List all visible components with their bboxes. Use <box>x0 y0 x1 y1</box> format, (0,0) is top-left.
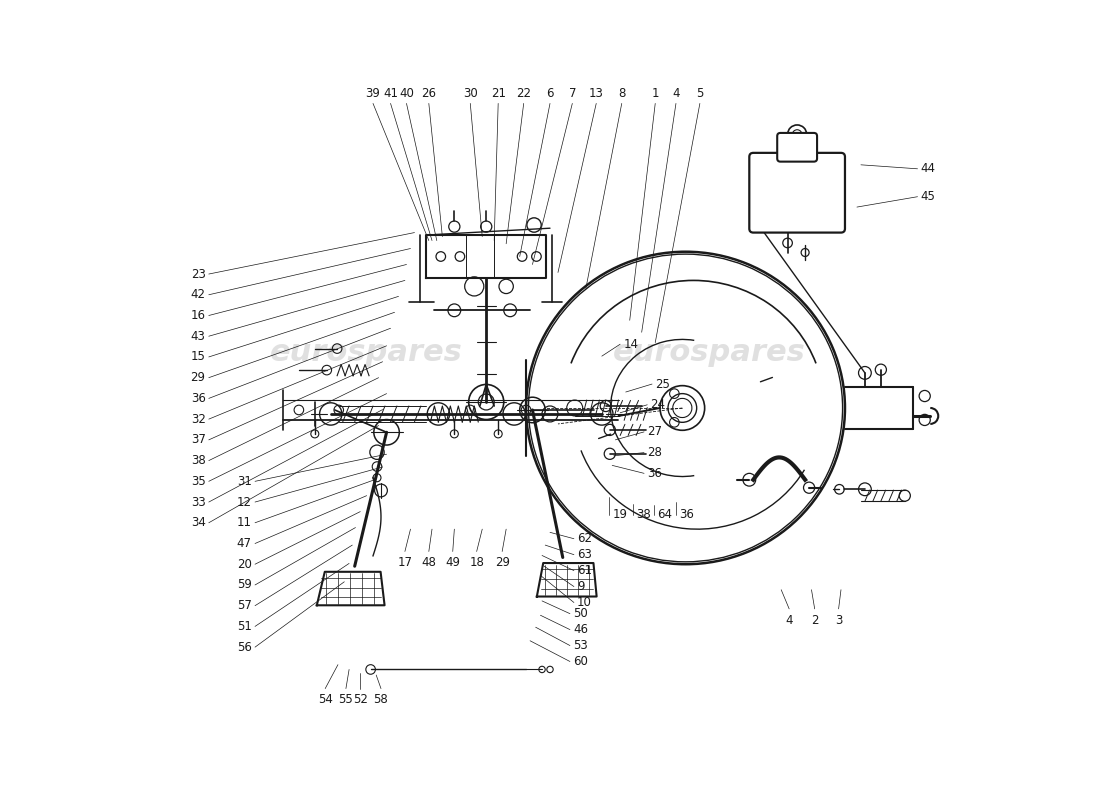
Text: 20: 20 <box>236 558 252 570</box>
Text: 54: 54 <box>318 694 332 706</box>
Text: 43: 43 <box>190 330 206 342</box>
Text: 9: 9 <box>578 580 584 593</box>
Text: 55: 55 <box>339 694 353 706</box>
Text: 58: 58 <box>374 694 388 706</box>
Text: 30: 30 <box>463 87 477 100</box>
Text: 52: 52 <box>353 694 367 706</box>
Text: 27: 27 <box>647 426 662 438</box>
Text: 51: 51 <box>236 620 252 633</box>
Text: 61: 61 <box>578 564 592 577</box>
Text: 6: 6 <box>547 87 553 100</box>
Text: 25: 25 <box>656 378 670 390</box>
Text: 12: 12 <box>236 495 252 509</box>
Text: 14: 14 <box>624 338 638 350</box>
Text: 36: 36 <box>679 508 694 522</box>
FancyBboxPatch shape <box>749 153 845 233</box>
Text: 40: 40 <box>399 87 414 100</box>
Text: 21: 21 <box>491 87 506 100</box>
Text: 7: 7 <box>569 87 576 100</box>
Text: 39: 39 <box>365 87 381 100</box>
Text: 1: 1 <box>651 87 659 100</box>
Text: 41: 41 <box>383 87 398 100</box>
Text: 63: 63 <box>578 548 592 561</box>
Text: 11: 11 <box>236 516 252 530</box>
Text: 15: 15 <box>190 350 206 363</box>
Text: 31: 31 <box>236 475 252 488</box>
Text: 28: 28 <box>647 446 662 459</box>
Text: 8: 8 <box>618 87 626 100</box>
Text: 46: 46 <box>573 623 588 636</box>
Text: 44: 44 <box>921 162 936 175</box>
FancyBboxPatch shape <box>778 133 817 162</box>
Text: 4: 4 <box>672 87 680 100</box>
Text: 13: 13 <box>588 87 604 100</box>
Text: 53: 53 <box>573 639 587 652</box>
Text: 37: 37 <box>190 434 206 446</box>
Text: 38: 38 <box>636 508 651 522</box>
Text: 32: 32 <box>190 413 206 426</box>
Text: 56: 56 <box>236 641 252 654</box>
Text: 2: 2 <box>811 614 818 626</box>
Text: 4: 4 <box>785 614 793 626</box>
Text: 36: 36 <box>647 467 662 480</box>
Text: 22: 22 <box>516 87 531 100</box>
Text: 24: 24 <box>650 398 666 411</box>
Text: 16: 16 <box>190 309 206 322</box>
Text: 47: 47 <box>236 537 252 550</box>
Text: 26: 26 <box>421 87 437 100</box>
Text: 33: 33 <box>191 495 206 509</box>
Text: 36: 36 <box>190 392 206 405</box>
Text: 23: 23 <box>190 267 206 281</box>
Text: 17: 17 <box>397 556 412 570</box>
Text: 5: 5 <box>696 87 704 100</box>
Text: 3: 3 <box>835 614 843 626</box>
Text: 57: 57 <box>236 599 252 612</box>
Text: 35: 35 <box>191 475 206 488</box>
Text: 49: 49 <box>446 556 460 570</box>
Text: 60: 60 <box>573 655 588 668</box>
Text: 48: 48 <box>421 556 437 570</box>
Text: 50: 50 <box>573 607 587 620</box>
Text: 62: 62 <box>578 532 592 546</box>
Text: 45: 45 <box>921 190 936 203</box>
Text: 29: 29 <box>495 556 509 570</box>
Text: 10: 10 <box>578 596 592 609</box>
Text: 34: 34 <box>190 516 206 530</box>
Text: 38: 38 <box>191 454 206 467</box>
Text: 19: 19 <box>613 508 627 522</box>
Text: 29: 29 <box>190 371 206 384</box>
Text: eurospares: eurospares <box>271 338 463 366</box>
Text: 64: 64 <box>657 508 672 522</box>
Text: 59: 59 <box>236 578 252 591</box>
Text: 42: 42 <box>190 288 206 302</box>
Text: 18: 18 <box>470 556 484 570</box>
Text: eurospares: eurospares <box>613 338 806 366</box>
